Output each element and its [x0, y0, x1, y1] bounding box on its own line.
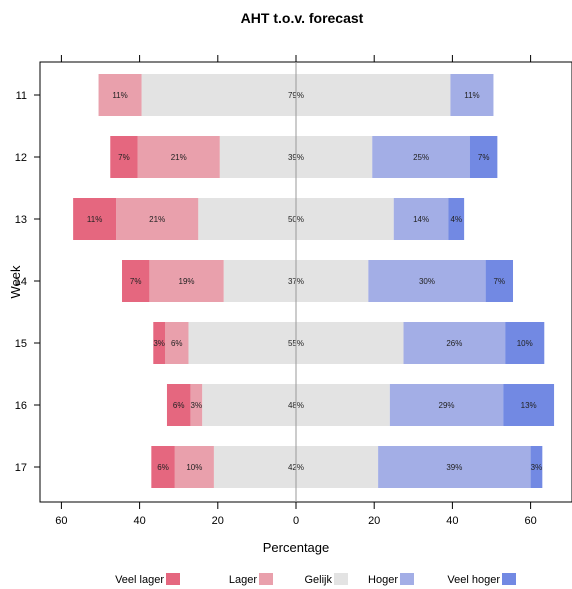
bar-label: 14%	[413, 215, 429, 224]
legend-swatch	[259, 573, 273, 585]
bar-veel-hoger-week-16	[503, 384, 555, 426]
bar-hoger-week-11	[450, 74, 494, 116]
bar-label: 3%	[531, 463, 543, 472]
bar-veel-hoger-week-12	[469, 136, 498, 178]
legend-swatch	[502, 573, 516, 585]
bar-veel-lager-week-13	[73, 198, 117, 240]
bar-label: 39%	[446, 463, 462, 472]
legend: Veel lager Lager Gelijk Hoger Veel hoger	[115, 573, 516, 586]
bar-label: 7%	[494, 277, 506, 286]
legend-label: Veel lager	[115, 574, 164, 586]
bar-veel-lager-week-14	[122, 260, 150, 302]
y-tick-label: 11	[16, 90, 27, 102]
x-axis-top	[60, 55, 532, 62]
legend-label: Gelijk	[304, 574, 332, 586]
x-tick-label: 60	[524, 515, 536, 527]
y-axis: 11 12 13 14 15 16 17	[15, 90, 40, 474]
x-tick-label: 60	[55, 515, 67, 527]
bar-veel-hoger-week-15	[505, 322, 545, 364]
bar-veel-hoger-week-13	[448, 198, 465, 240]
bar-label: 11%	[464, 91, 479, 100]
bar-label: 7%	[130, 277, 142, 286]
chart-title: AHT t.o.v. forecast	[241, 10, 364, 26]
bar-label: 7%	[118, 153, 130, 162]
bar-segments: 79%11% 11%39%21%7% 25% 7%50%21%11% 14% 4%37%1…	[73, 74, 555, 488]
bar-label: 21%	[149, 215, 165, 224]
y-tick-label: 12	[15, 152, 27, 164]
bar-label: 25%	[413, 153, 429, 162]
x-axis-label: Percentage	[263, 540, 330, 555]
bar-hoger-week-13	[393, 198, 449, 240]
y-tick-label: 16	[15, 400, 27, 412]
y-tick-label: 15	[15, 338, 27, 350]
bar-label: 6%	[171, 339, 183, 348]
bar-label: 6%	[157, 463, 169, 472]
bar-label: 4%	[451, 215, 463, 224]
bar-lager-week-13	[116, 198, 199, 240]
bar-label: 3%	[153, 339, 165, 348]
bar-lager-week-12	[137, 136, 220, 178]
bar-hoger-week-12	[372, 136, 470, 178]
x-tick-label: 0	[293, 515, 299, 527]
bar-label: 3%	[191, 401, 203, 410]
bar-hoger-week-17	[378, 446, 531, 488]
bar-label: 10%	[517, 339, 533, 348]
bar-label: 26%	[446, 339, 462, 348]
y-tick-label: 14	[15, 276, 27, 288]
bar-label: 11%	[112, 91, 127, 100]
legend-swatch	[400, 573, 414, 585]
x-axis-bottom: 60 40 20 0 20 40 60	[55, 502, 537, 527]
bar-lager-week-17	[174, 446, 214, 488]
bar-label: 6%	[173, 401, 185, 410]
bar-label: 7%	[478, 153, 490, 162]
x-tick-label: 40	[446, 515, 458, 527]
bar-veel-lager-week-16	[166, 384, 191, 426]
legend-swatch	[334, 573, 348, 585]
bar-veel-lager-week-12	[110, 136, 138, 178]
bar-label: 30%	[419, 277, 435, 286]
bar-veel-hoger-week-14	[485, 260, 514, 302]
bar-hoger-week-15	[403, 322, 506, 364]
x-tick-label: 20	[212, 515, 224, 527]
bar-lager-week-14	[149, 260, 224, 302]
bar-lager-week-16	[190, 384, 203, 426]
bar-veel-lager-week-17	[151, 446, 175, 488]
legend-label: Hoger	[368, 574, 398, 586]
bar-hoger-week-14	[368, 260, 486, 302]
bar-label: 29%	[439, 401, 455, 410]
bar-label: 10%	[186, 463, 202, 472]
x-tick-label: 40	[133, 515, 145, 527]
bar-veel-hoger-week-17	[530, 446, 543, 488]
legend-label: Veel hoger	[447, 574, 500, 586]
bar-veel-lager-week-15	[153, 322, 166, 364]
y-axis-label: Week	[8, 265, 23, 298]
bar-lager-week-15	[165, 322, 189, 364]
legend-swatch	[166, 573, 180, 585]
x-tick-label: 20	[368, 515, 380, 527]
y-tick-label: 13	[15, 214, 27, 226]
bar-lager-week-11	[98, 74, 142, 116]
bar-hoger-week-16	[389, 384, 504, 426]
plot-frame	[39, 61, 572, 503]
bar-label: 13%	[521, 401, 537, 410]
legend-label: Lager	[229, 574, 257, 586]
y-tick-label: 17	[15, 462, 27, 474]
bar-label: 21%	[171, 153, 187, 162]
bar-label: 19%	[179, 277, 195, 286]
bar-label: 11%	[87, 215, 102, 224]
